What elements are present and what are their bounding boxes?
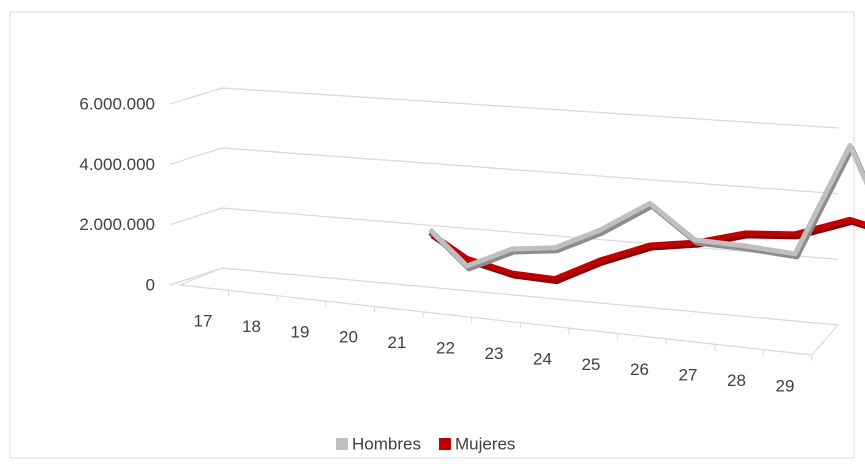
legend-label: Mujeres [455, 434, 515, 453]
x-tick-label: 28 [727, 371, 746, 390]
x-tick-label: 27 [679, 366, 698, 385]
series-line [428, 142, 865, 269]
x-tick-label: 23 [485, 344, 504, 363]
legend-swatch [336, 438, 348, 450]
x-tick-label: 21 [388, 333, 407, 352]
legend-label: Hombres [352, 434, 421, 453]
x-tick-label: 17 [194, 311, 213, 330]
line-shadow [430, 145, 865, 272]
legend-swatch [438, 438, 451, 450]
x-tick-label: 20 [339, 328, 358, 347]
x-tick-label: 19 [291, 322, 310, 341]
x-tick-label: 25 [582, 355, 601, 374]
x-tick-label: 18 [242, 317, 261, 336]
x-tick-label: 24 [533, 349, 552, 368]
y-tick-label: 0 [146, 275, 155, 294]
y-tick-label: 6.000.000 [79, 94, 155, 113]
x-tick-label: 22 [436, 339, 455, 358]
grid-line [169, 147, 839, 195]
x-tick-label: 29 [776, 376, 795, 395]
grid-line [169, 207, 839, 260]
x-tick-label: 26 [630, 360, 649, 379]
grid-line [169, 87, 839, 129]
y-tick-label: 4.000.000 [79, 155, 155, 174]
floor-back [179, 267, 223, 286]
y-tick-label: 2.000.000 [79, 215, 155, 234]
